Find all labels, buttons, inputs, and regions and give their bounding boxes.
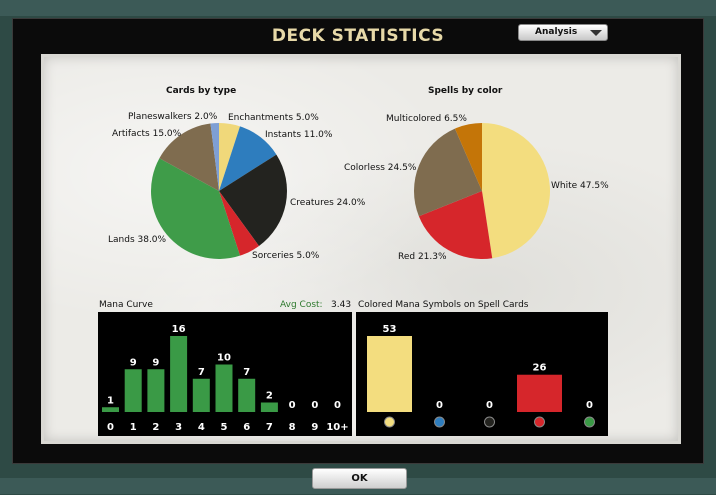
background-top <box>0 0 716 16</box>
pie-label-sorceries: Sorceries 5.0% <box>252 251 320 261</box>
symbol-bar-red <box>517 374 562 412</box>
pie-label-multicolored: Multicolored 6.5% <box>386 114 467 124</box>
pie-slice-artifacts <box>159 123 219 191</box>
curve-bar-value: 0 <box>311 400 318 411</box>
cards-by-type-pie <box>151 123 287 259</box>
pie-label-red: Red 21.3% <box>398 252 447 262</box>
curve-cost-label: 7 <box>266 422 273 433</box>
curve-bar-value: 16 <box>172 324 186 335</box>
pie-slice-instants <box>219 126 277 191</box>
dialog-title: DECK STATISTICS <box>271 26 445 46</box>
pie-label-colorless: Colorless 24.5% <box>344 163 417 173</box>
curve-cost-label: 2 <box>152 422 159 433</box>
pie-label-enchantments: Enchantments 5.0% <box>228 113 319 123</box>
curve-bar <box>124 369 142 412</box>
mana-white-icon <box>384 416 395 428</box>
curve-bar <box>215 364 233 412</box>
mana-blue-icon <box>434 416 445 428</box>
ok-button[interactable]: OK <box>312 468 407 489</box>
curve-bar-value: 7 <box>198 367 205 378</box>
view-dropdown-label: Analysis <box>535 27 578 37</box>
pie-label-artifacts: Artifacts 15.0% <box>112 129 182 139</box>
curve-bar-value: 9 <box>130 357 137 368</box>
spells-by-color-pie <box>414 123 551 259</box>
curve-bar <box>147 369 165 412</box>
curve-cost-label: 0 <box>107 422 114 433</box>
curve-cost-label: 4 <box>198 422 205 433</box>
curve-bar <box>238 378 256 412</box>
curve-bar <box>170 336 188 412</box>
pie-slice-sorceries <box>219 191 259 256</box>
mana-curve-panel: 1 0 9 1 9 2 16 3 7 4 10 5 7 6 2 7 0 8 0 9 0 10+ <box>98 312 352 436</box>
mana-black-icon <box>484 416 495 428</box>
symbol-bar-value: 0 <box>586 400 593 411</box>
pie-slice-red <box>418 191 493 259</box>
symbol-bar-white <box>367 336 412 412</box>
symbol-bar-value: 0 <box>436 400 443 411</box>
curve-cost-label: 8 <box>289 422 296 433</box>
colored-symbols-panel: 53 0 0 26 0 <box>356 312 608 436</box>
pie-label-creatures: Creatures 24.0% <box>290 198 366 208</box>
colored-symbols-title: Colored Mana Symbols on Spell Cards <box>358 300 529 310</box>
avg-cost-label: Avg Cost: <box>280 300 323 310</box>
mana-curve-title: Mana Curve <box>99 300 153 310</box>
chevron-down-icon <box>590 30 602 36</box>
curve-cost-label: 5 <box>221 422 228 433</box>
mana-red-icon <box>534 416 545 428</box>
curve-cost-label: 10+ <box>326 422 348 433</box>
pie-label-white: White 47.5% <box>551 181 609 191</box>
color-pie-title: Spells by color <box>428 86 503 96</box>
pie-slice-lands <box>151 158 241 259</box>
symbol-bar-value: 26 <box>533 363 547 374</box>
pie-label-instants: Instants 11.0% <box>265 130 333 140</box>
type-pie-title: Cards by type <box>166 86 237 96</box>
pie-slice-enchantments <box>219 123 241 191</box>
pie-label-planeswalkers: Planeswalkers 2.0% <box>128 112 218 122</box>
pie-slice-multicolored <box>454 123 482 191</box>
mana-green-icon <box>584 416 595 428</box>
curve-bar-value: 2 <box>266 391 273 402</box>
pie-slice-white <box>482 123 551 259</box>
curve-bar <box>260 402 278 412</box>
view-dropdown[interactable]: Analysis <box>518 24 608 41</box>
curve-bar-value: 9 <box>152 357 159 368</box>
curve-bar-value: 1 <box>107 395 114 406</box>
curve-cost-label: 6 <box>243 422 250 433</box>
curve-bar <box>192 378 210 412</box>
curve-bar-value: 7 <box>243 367 250 378</box>
curve-bar-value: 0 <box>334 400 341 411</box>
curve-cost-label: 3 <box>175 422 182 433</box>
curve-cost-label: 1 <box>130 422 137 433</box>
pie-slice-creatures <box>219 154 287 247</box>
pie-label-lands: Lands 38.0% <box>108 235 167 245</box>
colored-symbols-chart: 53 0 0 26 0 <box>367 324 595 428</box>
curve-bar-value: 0 <box>289 400 296 411</box>
curve-bar-value: 10 <box>217 353 231 364</box>
pie-slice-colorless <box>414 128 482 217</box>
curve-cost-label: 9 <box>311 422 318 433</box>
symbol-bar-value: 0 <box>486 400 493 411</box>
avg-cost-value: 3.43 <box>331 300 352 310</box>
curve-bar <box>102 407 119 412</box>
symbol-bar-value: 53 <box>383 324 397 335</box>
pie-slice-planeswalkers <box>210 123 219 191</box>
